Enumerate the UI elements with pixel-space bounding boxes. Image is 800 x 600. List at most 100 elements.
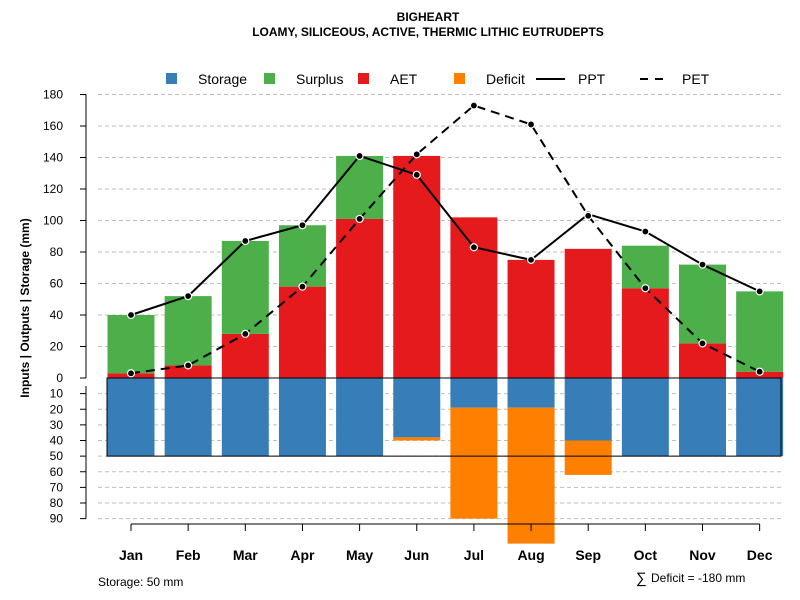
storage-bar — [450, 378, 498, 408]
x-tick-label: May — [346, 547, 373, 563]
y-tick-label: 120 — [43, 182, 63, 196]
y-tick-label: 90 — [50, 512, 64, 526]
legend-label: AET — [390, 71, 418, 87]
legend-label: PPT — [578, 71, 606, 87]
y-tick-label: 60 — [50, 277, 64, 291]
y-tick-label: 140 — [43, 151, 63, 165]
aet-bar — [393, 155, 441, 378]
y-tick-label: 20 — [50, 402, 64, 416]
pet-point — [355, 214, 364, 224]
y-tick-label: 20 — [50, 340, 64, 354]
legend-label: Storage — [198, 71, 247, 87]
ppt-point — [241, 236, 250, 246]
pet-line — [130, 104, 761, 375]
legend-label: Deficit — [486, 71, 525, 87]
y-tick-label: 70 — [50, 480, 64, 494]
storage-bar — [621, 378, 669, 457]
y-tick-label: 80 — [50, 245, 64, 259]
chart-subtitle: LOAMY, SILICEOUS, ACTIVE, THERMIC LITHIC… — [252, 25, 604, 39]
deficit-bar — [393, 437, 441, 441]
legend-swatch — [264, 73, 275, 84]
pet-point — [298, 282, 307, 291]
x-tick-label: Mar — [233, 547, 258, 563]
aet-bar — [336, 218, 384, 378]
storage-bar — [107, 378, 155, 457]
storage-bar — [736, 378, 784, 457]
ppt-line — [130, 154, 761, 316]
x-tick-label: Dec — [747, 547, 773, 563]
legend-label: PET — [682, 71, 710, 87]
pet-point — [184, 361, 193, 370]
chart-title: BIGHEART — [397, 10, 460, 24]
storage-bar — [278, 378, 326, 457]
aet-bar — [507, 259, 555, 378]
y-tick-label: 160 — [43, 119, 63, 133]
ppt-point — [526, 255, 536, 264]
y-tick-label: 40 — [50, 434, 64, 448]
surplus-bar — [164, 296, 212, 366]
deficit-bar — [564, 440, 612, 475]
deficit-note: Deficit = -180 mm — [651, 571, 745, 585]
surplus-bar — [336, 155, 384, 219]
deficit-sum-symbol: ∑ — [636, 570, 647, 587]
surplus-bar — [736, 291, 784, 372]
y-tick-label: 50 — [50, 449, 64, 463]
legend: Storage Surplus AET Deficit PPT PET — [166, 71, 710, 87]
deficit-bar — [450, 407, 498, 519]
aet-bar — [278, 286, 326, 378]
x-tick-label: Jul — [464, 547, 484, 563]
aet-bar — [564, 248, 612, 378]
pet-point — [241, 329, 250, 338]
y-tick-label: 60 — [50, 465, 64, 479]
aet-bar — [679, 343, 726, 378]
x-tick-label: Aug — [517, 547, 544, 563]
ppt-point — [755, 287, 764, 296]
storage-bar — [393, 378, 441, 438]
pet-point — [641, 284, 650, 293]
storage-bar — [221, 378, 269, 457]
series-lines — [126, 101, 764, 378]
ppt-point — [184, 292, 193, 301]
x-tick-label: Feb — [176, 547, 201, 563]
pet-point — [526, 120, 536, 129]
pet-point — [126, 369, 136, 378]
pet-point — [412, 150, 421, 159]
legend-swatch — [358, 73, 369, 84]
storage-bar — [336, 378, 384, 457]
aet-bar — [164, 365, 212, 378]
storage-note: Storage: 50 mm — [98, 575, 183, 589]
ppt-point — [469, 243, 478, 252]
storage-bar — [679, 378, 726, 457]
surplus-bar — [278, 225, 326, 287]
x-tick-label: Sep — [575, 547, 601, 563]
axes: 0204060801001201401601801020304050607080… — [43, 88, 773, 564]
bars — [106, 155, 784, 544]
storage-bar — [564, 378, 612, 441]
y-tick-label: 0 — [56, 371, 63, 385]
pet-point — [469, 101, 478, 110]
y-tick-label: 100 — [43, 214, 63, 228]
y-tick-label: 180 — [43, 88, 63, 102]
storage-bar — [164, 378, 212, 457]
x-tick-label: Jun — [404, 547, 429, 563]
ppt-point — [126, 310, 136, 320]
legend-swatch — [166, 73, 177, 84]
y-tick-label: 30 — [50, 418, 64, 432]
ppt-point — [298, 221, 307, 230]
y-axis-label: Inputs | Outputs | Storage (mm) — [18, 218, 32, 397]
x-tick-label: Oct — [634, 547, 658, 563]
pet-point — [584, 211, 593, 220]
storage-bar — [507, 378, 555, 408]
y-tick-label: 10 — [50, 387, 64, 401]
y-tick-label: 80 — [50, 496, 64, 510]
ppt-point — [698, 260, 707, 269]
aet-bar — [450, 217, 498, 378]
surplus-bar — [679, 264, 726, 344]
ppt-point — [641, 227, 650, 236]
x-tick-label: Jan — [119, 547, 143, 563]
legend-label: Surplus — [296, 71, 343, 87]
ppt-point — [355, 151, 364, 161]
surplus-bar — [107, 315, 155, 374]
y-tick-label: 40 — [50, 308, 64, 322]
